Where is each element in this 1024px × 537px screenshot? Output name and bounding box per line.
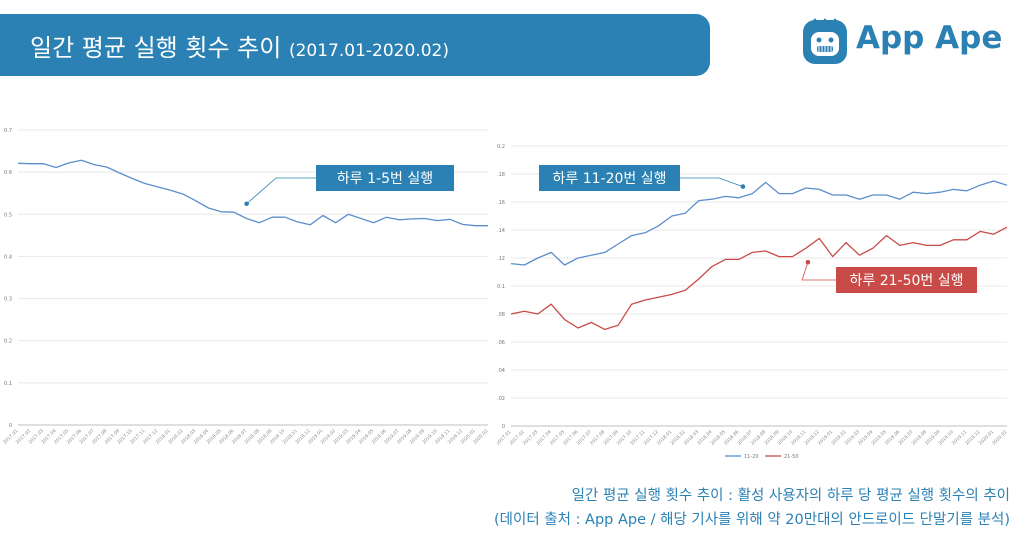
chart-11-50: 0 0.02 0.04 0.06 0.08 0.1 0.12 0.14 0.16 0.18 0.2 2…: [497, 144, 1009, 460]
y-tick-label: 0.18: [497, 172, 505, 178]
y-tick-label: 0.04: [497, 368, 505, 374]
annotation-1-5-label: 하루 1-5번 실행: [337, 171, 433, 187]
title-banner: 일간 평균 실행 횟수 추이 (2017.01-2020.02): [0, 14, 710, 76]
legend: 11-20 21-50: [725, 454, 799, 460]
y-tick-label: 0: [502, 424, 505, 430]
annotation-11-20-marker: [740, 184, 746, 189]
x-tick-label: 2020.02: [991, 429, 1008, 446]
chart-1-5: 00.10.20.30.40.50.60.72017.012017.022017…: [2, 128, 489, 446]
y-tick-label: 0.14: [497, 228, 505, 234]
y-tick-label: 0.6: [4, 170, 12, 176]
footnote-line-1: 일간 평균 실행 횟수 추이 : 활성 사용자의 하루 당 평균 실행 횟수의 …: [571, 488, 1010, 504]
annotation-11-20-connector: [680, 177, 744, 187]
y-tick-label: 0.12: [497, 256, 505, 262]
y-tick-label: 0.5: [4, 212, 12, 218]
legend-label-21-50: 21-50: [784, 454, 799, 460]
annotation-1-5-marker: [244, 201, 249, 207]
ape-mascot-icon: [803, 18, 847, 64]
annotation-21-50-box: [836, 267, 977, 293]
series-line-11-20: [510, 180, 1008, 266]
page-title-text: 일간 평균 실행 횟수 추이: [30, 34, 282, 62]
y-tick-label: 0.08: [497, 312, 505, 318]
y-tick-label: 0: [9, 423, 12, 429]
legend-label-11-20: 11-20: [744, 454, 759, 460]
series-line-21-50: [510, 226, 1008, 331]
y-tick-label: 0.06: [497, 340, 505, 346]
page-title-period: (2017.01-2020.02): [288, 41, 449, 61]
page-title: 일간 평균 실행 횟수 추이 (2017.01-2020.02): [30, 28, 449, 63]
logo-text: App Ape: [856, 20, 1003, 56]
annotation-1-5-connector: [246, 177, 316, 205]
annotation-1-5-box: [316, 165, 454, 191]
app-ape-logo: App Ape: [800, 14, 1010, 70]
y-tick-label: 0.2: [4, 339, 12, 345]
annotation-21-50-connector: [801, 262, 836, 281]
y-tick-label: 0.02: [497, 396, 505, 402]
footnote-line-2: (데이터 출처 : App Ape / 해당 기사를 위해 약 20만대의 안드…: [493, 512, 1010, 528]
y-tick-label: 0.16: [497, 200, 505, 206]
series-line-1-5: [17, 159, 488, 227]
annotation-21-50-label: 하루 21-50번 실행: [850, 273, 964, 289]
y-tick-label: 0.3: [4, 297, 12, 303]
y-tick-label: 0.1: [497, 284, 505, 290]
annotation-21-50-marker: [805, 259, 811, 265]
annotation-11-20-box: [539, 165, 680, 191]
y-tick-label: 0.7: [4, 128, 12, 134]
y-tick-label: 0.4: [4, 254, 12, 260]
annotation-11-20-label: 하루 11-20번 실행: [553, 171, 667, 187]
y-tick-label: 0.2: [497, 144, 505, 150]
y-tick-label: 0.1: [4, 381, 12, 387]
